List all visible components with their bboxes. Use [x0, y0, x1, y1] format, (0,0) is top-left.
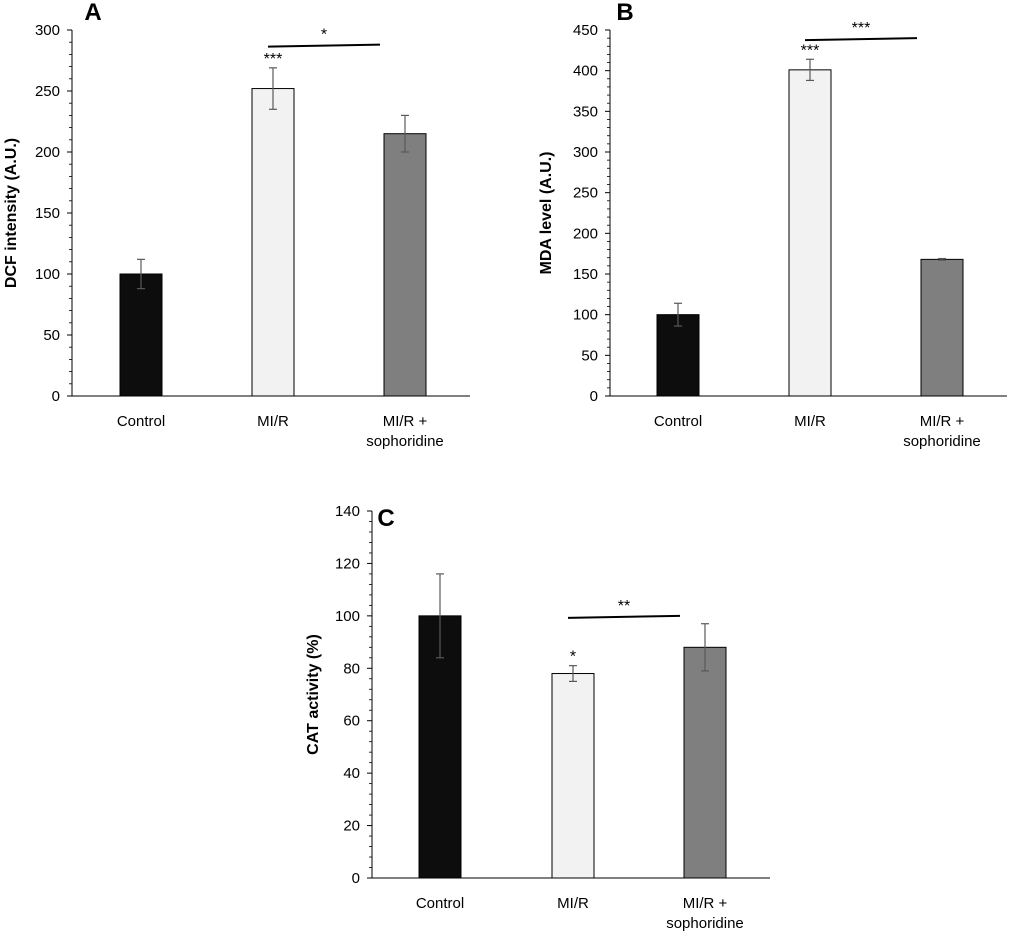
chart-panel-a: A 0 50 100 150 200 250 300 DCF intensity (A.U.) C… — [3, 0, 470, 450]
bar-control — [656, 314, 700, 397]
bar-mi-r-sophoridine — [920, 258, 964, 397]
panel-letter: A — [84, 0, 101, 26]
significance-label: *** — [852, 20, 871, 37]
y-axis-title: CAT activity (%) — [305, 634, 322, 755]
y-tick-label: 100 — [35, 266, 60, 283]
x-tick-label: MI/R + sophoridine — [903, 413, 981, 450]
bar-mi-r — [551, 673, 595, 879]
y-tick-label: 100 — [573, 307, 598, 324]
significance-marker: *** — [801, 42, 820, 59]
x-tick-label: MI/R — [794, 413, 826, 430]
y-tick-label: 50 — [581, 347, 598, 364]
y-tick-label: 80 — [343, 660, 360, 677]
y-tick-label: 200 — [35, 144, 60, 161]
significance-bracket — [267, 43, 381, 48]
y-tick-label: 0 — [52, 388, 60, 405]
y-tick-label: 20 — [343, 818, 360, 835]
y-tick-label: 150 — [573, 266, 598, 283]
y-tick-label: 250 — [35, 83, 60, 100]
y-axis-title: MDA level (A.U.) — [538, 152, 555, 275]
y-tick-label: 40 — [343, 765, 360, 782]
x-tick-label: Control — [416, 895, 464, 912]
y-axis-title: DCF intensity (A.U.) — [3, 138, 20, 288]
significance-label: ** — [618, 598, 630, 615]
significance-marker: * — [570, 649, 576, 666]
x-tick-label: MI/R — [257, 413, 289, 430]
y-tick-label: 60 — [343, 713, 360, 730]
significance-marker: *** — [264, 51, 283, 68]
y-tick-label: 0 — [352, 870, 360, 887]
y-tick-label: 450 — [573, 22, 598, 39]
x-tick-label: Control — [117, 413, 165, 430]
bar-mi-r-sophoridine — [383, 133, 427, 397]
panel-letter: C — [377, 505, 394, 532]
y-tick-label: 300 — [35, 22, 60, 39]
bar-mi-r-sophoridine — [683, 646, 727, 879]
bar-control — [119, 273, 163, 397]
y-tick-label: 250 — [573, 185, 598, 202]
x-tick-label: MI/R + sophoridine — [366, 413, 444, 450]
y-tick-label: 120 — [335, 555, 360, 572]
chart-panel-c: C 0 20 40 60 80 100 120 140 CAT activity (%) Contr… — [305, 503, 770, 932]
y-tick-label: 100 — [335, 608, 360, 625]
chart-panel-b: B 0 50 100 150 200 250 300 350 400 450 MDA level (A… — [538, 0, 1007, 450]
y-tick-label: 150 — [35, 205, 60, 222]
y-tick-label: 350 — [573, 103, 598, 120]
x-tick-label: MI/R — [557, 895, 589, 912]
significance-bracket — [804, 37, 918, 42]
bar-mi-r — [788, 69, 832, 397]
y-tick-label: 50 — [43, 327, 60, 344]
y-tick-label: 200 — [573, 225, 598, 242]
y-tick-label: 300 — [573, 144, 598, 161]
y-tick-label: 400 — [573, 63, 598, 80]
bar-mi-r — [251, 88, 295, 397]
significance-bracket — [567, 614, 681, 619]
y-tick-label: 0 — [590, 388, 598, 405]
significance-label: * — [321, 27, 327, 44]
y-tick-label: 140 — [335, 503, 360, 520]
panel-letter: B — [616, 0, 633, 26]
x-tick-label: MI/R + sophoridine — [666, 895, 744, 932]
x-tick-label: Control — [654, 413, 702, 430]
